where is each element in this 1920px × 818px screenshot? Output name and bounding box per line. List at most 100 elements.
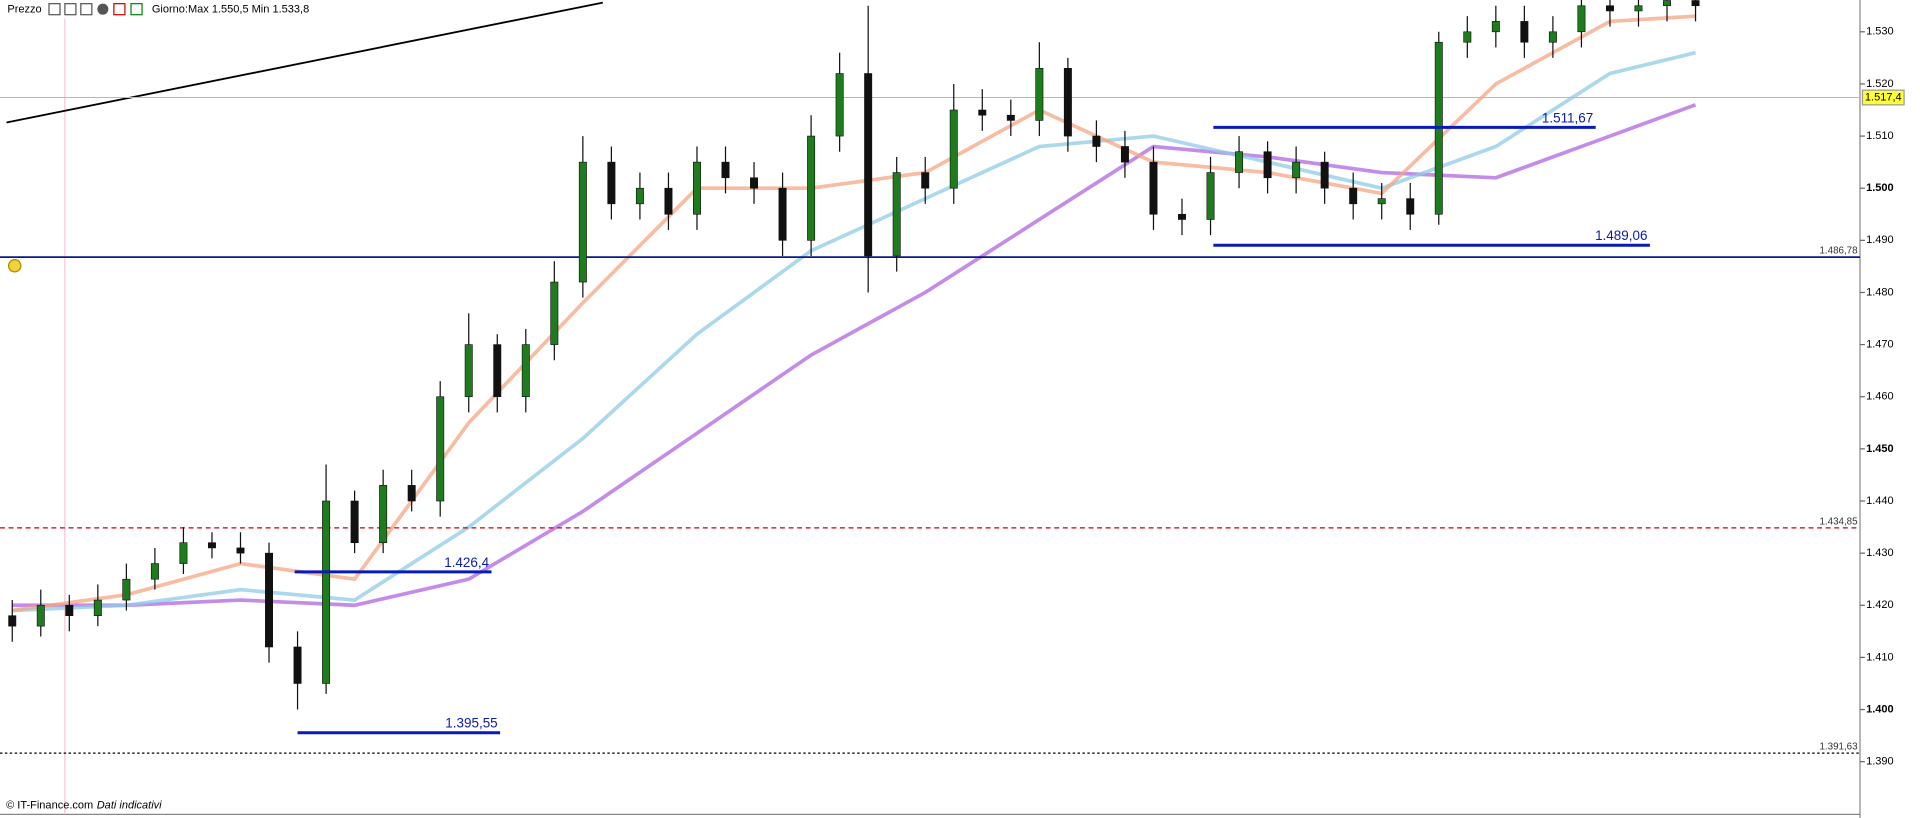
candle-body — [65, 604, 74, 617]
candle-body — [36, 604, 45, 627]
candle-body — [1149, 161, 1158, 215]
candle-body — [1320, 161, 1329, 189]
candle-body — [1120, 146, 1129, 163]
y-tick-label: 1.500 — [1866, 182, 1894, 194]
level-label: 1.391,63 — [1819, 742, 1858, 753]
segment-label: 1.395,55 — [445, 716, 497, 731]
candle-body — [122, 578, 131, 601]
y-tick-label: 1.510 — [1866, 130, 1894, 142]
candle-body — [807, 135, 816, 241]
candle-body — [892, 172, 901, 257]
icon[interactable] — [113, 3, 126, 16]
candle-body — [578, 161, 587, 283]
candle-body — [1292, 161, 1301, 179]
alert-icon[interactable] — [7, 258, 22, 273]
candle-body — [607, 161, 616, 205]
candle-body — [1263, 151, 1272, 179]
y-tick-label: 1.460 — [1866, 391, 1894, 403]
toolbar-bg — [0, 0, 313, 19]
y-tick-label: 1.410 — [1866, 651, 1894, 663]
trendline — [6, 1, 604, 124]
y-tick-label: 1.450 — [1866, 443, 1894, 455]
y-tick-label: 1.520 — [1866, 78, 1894, 90]
segment-label: 1.489,06 — [1595, 228, 1647, 243]
candle-body — [464, 344, 473, 398]
candle-body — [322, 500, 331, 684]
candle-body — [150, 563, 159, 580]
candle-body — [521, 344, 530, 398]
note: Dati indicativi — [97, 800, 162, 812]
candle-body — [350, 500, 359, 544]
candle-body — [978, 109, 987, 116]
candle-body — [1235, 151, 1244, 173]
segment-label: 1.511,67 — [1542, 110, 1593, 125]
candle-body — [93, 599, 102, 617]
candle-body — [236, 547, 245, 554]
candle-body — [778, 187, 787, 241]
y-tick-label: 1.430 — [1866, 547, 1894, 559]
candle-body — [179, 542, 188, 564]
candle-body — [1520, 21, 1529, 43]
candle-body — [1063, 67, 1072, 137]
level-label: 1.486,78 — [1819, 246, 1858, 257]
icon[interactable] — [48, 3, 61, 16]
candle-body — [864, 73, 873, 257]
candle-body — [1006, 114, 1015, 121]
y-tick-label: 1.400 — [1866, 703, 1894, 715]
candle-body — [1577, 5, 1586, 33]
candle-body — [407, 485, 416, 502]
icon[interactable] — [130, 3, 143, 16]
candle-body — [1406, 198, 1415, 215]
candle-body — [1548, 31, 1557, 43]
candle-body — [379, 485, 388, 544]
candle-body — [721, 161, 730, 179]
plot-area: 1.486,78 1.434,85 1.391,63 1.511,67 1.489,06… — [0, 0, 1860, 754]
segment-label: 1.426,4 — [444, 555, 489, 570]
candle-body — [949, 109, 958, 189]
candle-body — [1035, 67, 1044, 121]
candle-body — [1206, 172, 1215, 220]
y-tick-label: 1.390 — [1866, 756, 1894, 768]
candle-body — [207, 542, 216, 549]
candle-body — [1691, 0, 1700, 7]
candle-body — [921, 172, 930, 189]
candle-body — [750, 177, 759, 189]
candle-body — [835, 73, 844, 137]
y-tick-label: 1.530 — [1866, 26, 1894, 38]
chart-title: Prezzo — [7, 4, 41, 16]
candle-body — [1491, 21, 1500, 33]
current-price-label: 1.517,4 — [1865, 91, 1902, 103]
level-label: 1.434,85 — [1819, 516, 1858, 527]
candle-body — [293, 646, 302, 684]
y-tick-label: 1.440 — [1866, 495, 1894, 507]
y-tick-label: 1.480 — [1866, 286, 1894, 298]
candle-body — [1634, 5, 1643, 12]
y-tick-label: 1.470 — [1866, 339, 1894, 351]
candle-body — [550, 281, 559, 345]
candle-body — [493, 344, 502, 398]
chart-info: Giorno:Max 1.550,5 Min 1.533,8 — [152, 4, 309, 16]
icon[interactable] — [64, 3, 77, 16]
candle-body — [1377, 198, 1386, 205]
candle-body — [1349, 187, 1358, 205]
icon[interactable] — [97, 3, 109, 15]
candle-body — [693, 161, 701, 215]
candle-body — [1178, 213, 1186, 220]
candle-body — [635, 187, 644, 205]
candle-body — [8, 615, 17, 627]
candle-body — [1463, 31, 1472, 43]
source: © IT-Finance.com — [6, 800, 93, 812]
current-price-box — [1861, 89, 1905, 106]
candle-body — [1605, 5, 1614, 12]
candle-body — [1092, 135, 1101, 147]
candle-body — [265, 552, 273, 648]
y-tick-label: 1.490 — [1866, 234, 1894, 246]
candle-body — [436, 396, 445, 502]
candle-body — [1663, 0, 1672, 7]
toolbar: Prezzo Giorno:Max 1.550,5 Min 1.533,8 — [0, 0, 313, 19]
candle-body — [664, 187, 673, 215]
icon[interactable] — [80, 3, 93, 16]
